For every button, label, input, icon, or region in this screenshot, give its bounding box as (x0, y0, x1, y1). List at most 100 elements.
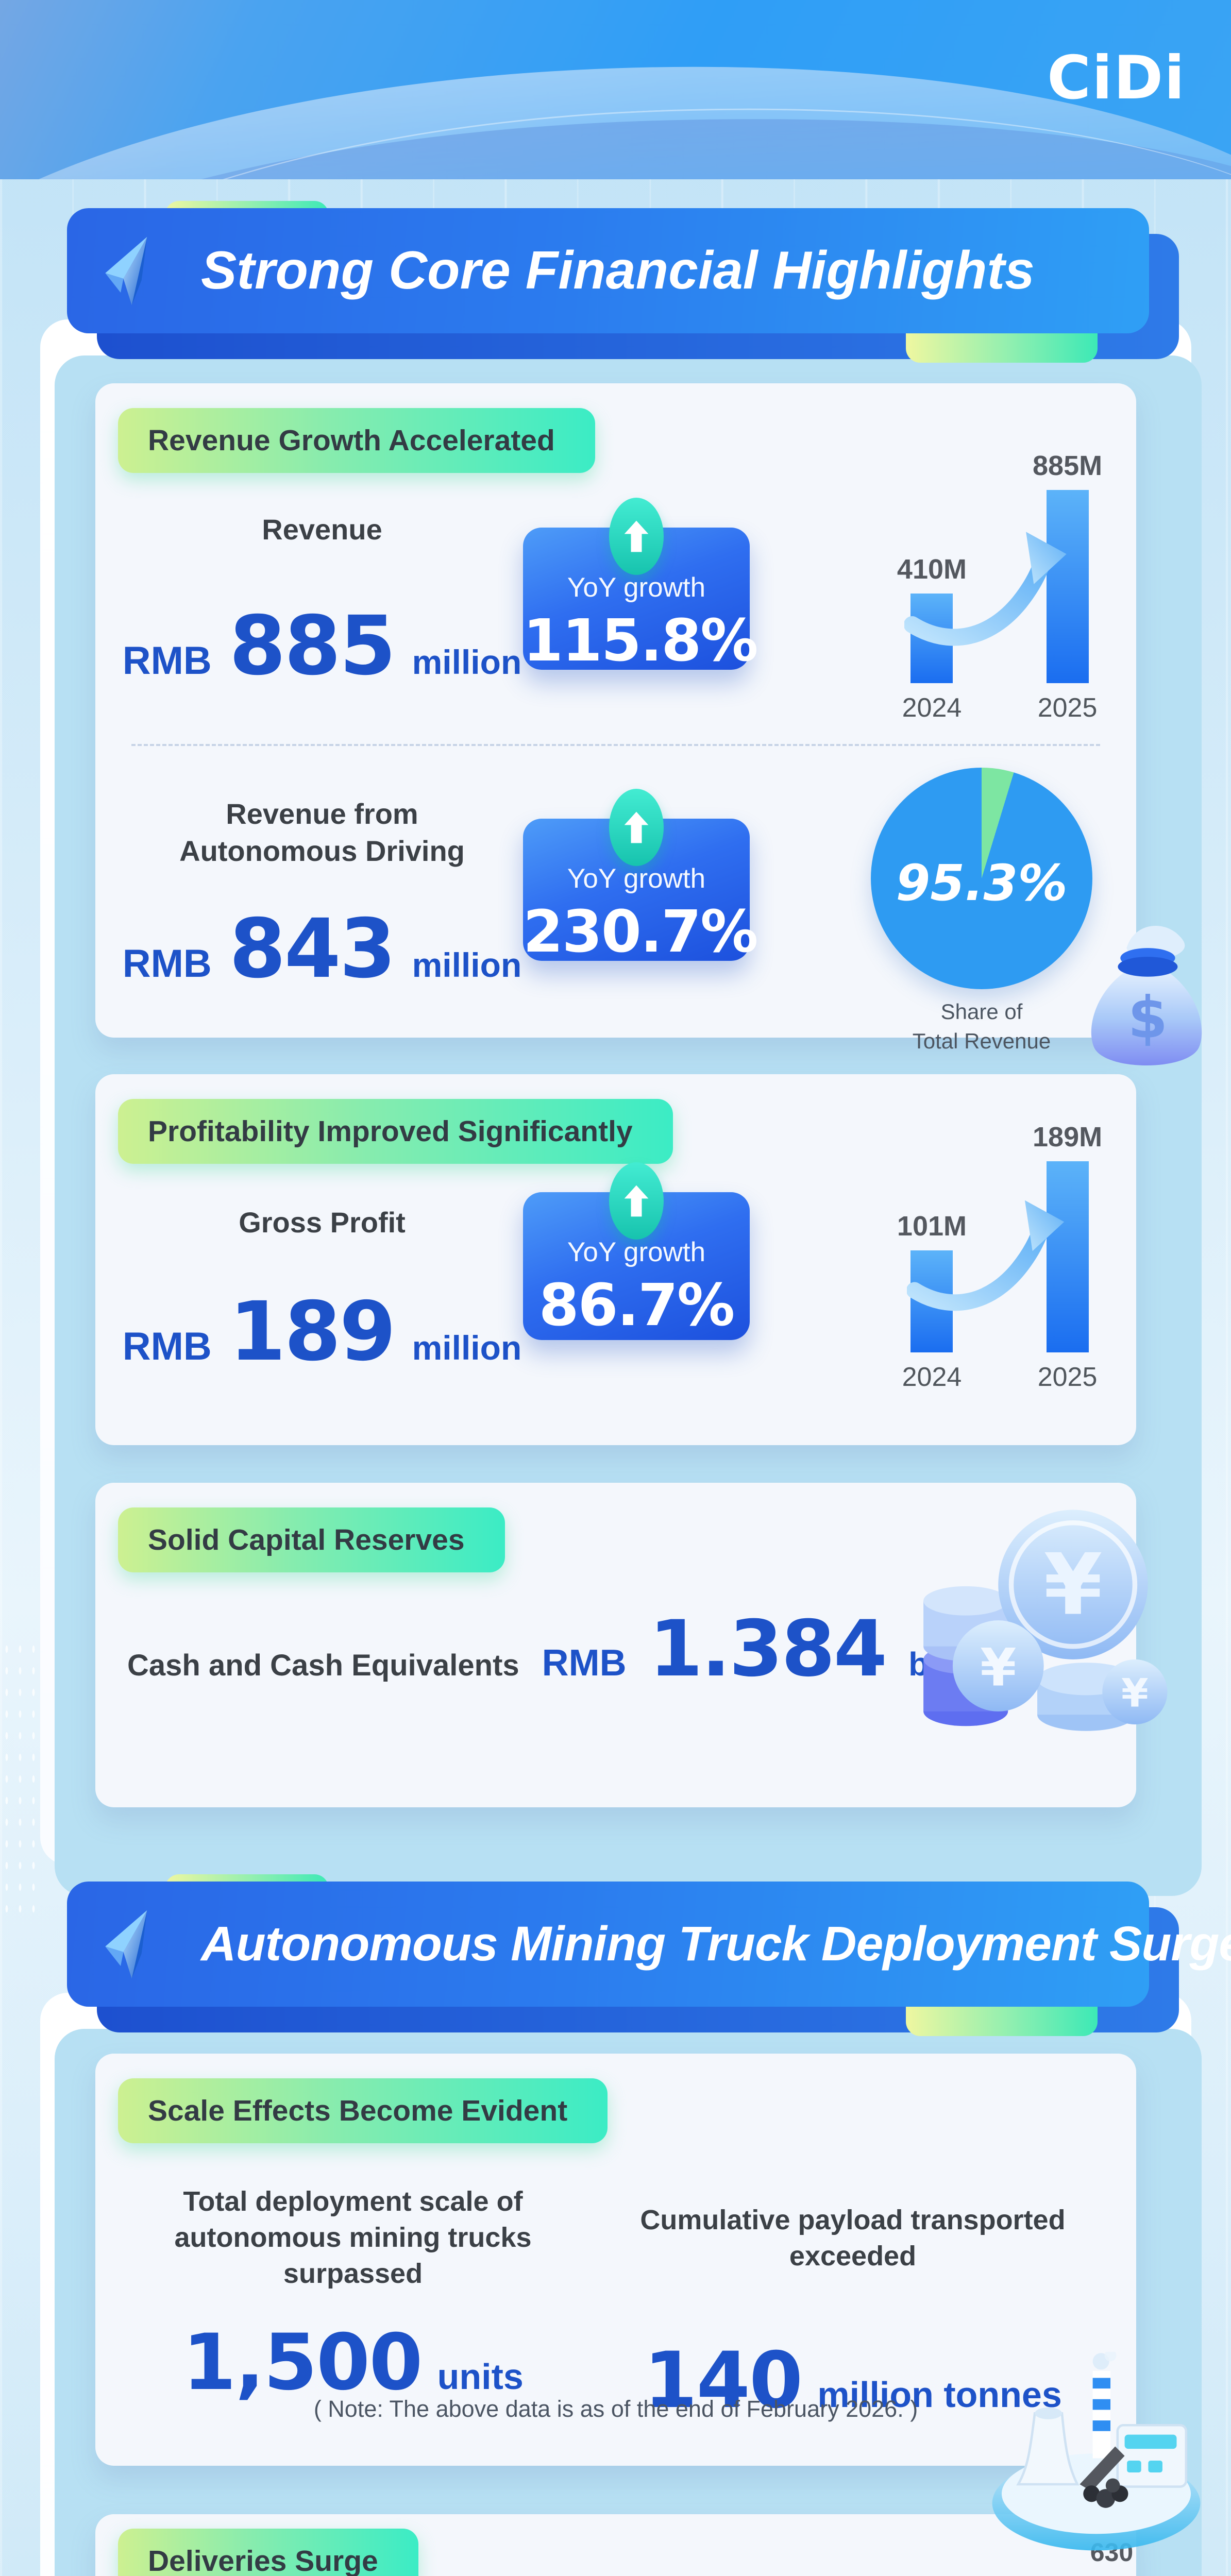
paper-plane-icon (105, 236, 147, 305)
auto-revenue-yoy-card: YoY growth 230.7% (523, 789, 758, 965)
cash-value: 1.384 (649, 1604, 887, 1694)
arrow-up-badge-icon (609, 1162, 664, 1240)
section1-panel: Revenue Growth Accelerated Revenue RMB 8… (40, 319, 1202, 1896)
bar-year-label: 2024 (902, 1362, 962, 1392)
delivery-growth-chart: 28 units/sets 2023 151 units/sets 2024 6… (533, 2538, 1133, 2576)
profit-pill: Profitability Improved Significantly (118, 1099, 673, 1164)
svg-text:¥: ¥ (980, 1637, 1016, 1698)
gross-profit-label-text: Gross Profit (239, 1206, 406, 1239)
arrow-up-badge-icon (609, 498, 664, 575)
factory-icon (992, 2352, 1201, 2551)
revenue-pill: Revenue Growth Accelerated (118, 408, 595, 473)
bar-2025 (1046, 490, 1089, 683)
pie-caption-line2: Total Revenue (912, 1028, 1051, 1053)
section1-title: Strong Core Financial Highlights (201, 241, 1035, 300)
deployment-scale-block: Total deployment scale of autonomous min… (137, 2183, 569, 2408)
payload-line1: Cumulative payload transported (640, 2205, 1066, 2235)
deployment-number: 1,500 (182, 2317, 423, 2408)
revenue-amount: RMB 885 million (123, 599, 522, 693)
cash-pill: Solid Capital Reserves (118, 1507, 505, 1572)
pie-caption: Share of Total Revenue (868, 997, 1095, 1056)
svg-text:¥: ¥ (1121, 1670, 1149, 1716)
yoy-growth-value: 86.7% (538, 1272, 735, 1339)
gross-profit-label: Gross Profit (131, 1204, 513, 1241)
section1-banner: Strong Core Financial Highlights (67, 201, 1179, 363)
payload-block: Cumulative payload transported exceeded … (611, 2202, 1095, 2426)
bar-value-label: 410M (897, 554, 967, 585)
bar-year-label: 2025 (1037, 693, 1098, 723)
bar-value-label: 885M (1033, 450, 1103, 481)
scale-pill: Scale Effects Become Evident (118, 2078, 608, 2143)
currency-label: RMB (122, 1325, 212, 1368)
svg-text:$: $ (1128, 985, 1168, 1052)
revenue-card: Revenue Growth Accelerated Revenue RMB 8… (95, 383, 1136, 1053)
svg-text:¥: ¥ (1043, 1536, 1102, 1634)
payload-number: 140 (644, 2336, 803, 2426)
yoy-growth-label: YoY growth (567, 572, 706, 603)
payload-value: 140 million tonnes (611, 2336, 1095, 2426)
currency-label: RMB (122, 942, 212, 986)
yoy-growth-label: YoY growth (567, 1237, 706, 1267)
profit-card: Profitability Improved Significantly Gro… (95, 1074, 1136, 1445)
cidi-logo: CiDi (1047, 43, 1186, 113)
coins-icon: ¥ ¥ ¥ (923, 1510, 1168, 1731)
revenue-unit: million (412, 643, 522, 681)
auto-revenue-unit: million (412, 946, 522, 984)
gross-profit-unit: million (412, 1329, 522, 1367)
auto-revenue-value: 843 (229, 902, 396, 996)
bar-year-label: 2024 (902, 693, 962, 723)
dashed-divider (131, 744, 1100, 746)
bar-2024 (910, 594, 953, 683)
section1-banner-bar: Strong Core Financial Highlights (67, 208, 1149, 333)
scale-effects-card: Scale Effects Become Evident Total deplo… (95, 2054, 1136, 2466)
currency-label: RMB (122, 639, 212, 683)
payload-unit: million tonnes (817, 2375, 1062, 2415)
currency-label: RMB (542, 1642, 627, 1684)
profit-bar-chart: 101M 2024 189M 2025 (858, 1094, 1141, 1403)
yoy-growth-value: 115.8% (523, 607, 758, 674)
deployment-unit: units (437, 2356, 524, 2397)
deliveries-pill: Deliveries Surge (118, 2529, 418, 2576)
bar-value-label: 101M (897, 1210, 967, 1242)
dot-pattern-top-left (0, 1638, 36, 1917)
bar-2025 (1046, 1161, 1089, 1352)
cash-row: Cash and Cash Equivalents RMB 1.384 bill… (127, 1604, 1006, 1694)
deployment-value: 1,500 units (137, 2318, 569, 2408)
bar-column-2025: 885M 2025 (1033, 450, 1102, 723)
bar-column-2025: 189M 2025 (1033, 1121, 1102, 1393)
gross-profit-value: 189 (229, 1284, 396, 1379)
auto-revenue-label: Revenue from Autonomous Driving (131, 795, 513, 869)
deployment-line3: surpassed (283, 2258, 423, 2290)
section2-banner: Autonomous Mining Truck Deployment Surge… (67, 1874, 1231, 2036)
auto-revenue-label-line2: Autonomous Driving (179, 834, 465, 867)
money-bag-icon: $ (1091, 925, 1202, 1065)
auto-revenue-label-line1: Revenue from (226, 798, 418, 830)
revenue-value: 885 (229, 599, 396, 693)
pie-caption-line1: Share of (940, 999, 1023, 1024)
section2-banner-bar: Autonomous Mining Truck Deployment Surge… (67, 1882, 1231, 2007)
deployment-line2: autonomous mining trucks (174, 2222, 532, 2253)
pie-graphic: 95.3% (871, 768, 1092, 989)
bar-column-2024: 410M 2024 (897, 553, 967, 723)
header-band: CiDi (0, 0, 1231, 179)
auto-revenue-amount: RMB 843 million (123, 902, 522, 996)
bar-year-label: 2025 (1037, 1362, 1098, 1392)
profit-yoy-card: YoY growth 86.7% (523, 1162, 750, 1340)
arrow-up-badge-icon (609, 789, 664, 866)
yoy-growth-value: 230.7% (523, 899, 758, 965)
revenue-label: Revenue (131, 511, 513, 548)
payload-line2: exceeded (789, 2241, 917, 2272)
pie-value-label: 95.3% (896, 854, 1068, 912)
revenue-yoy-card: YoY growth 115.8% (523, 498, 758, 674)
bar-column-2024: 101M 2024 (897, 1210, 967, 1393)
data-note: ( Note: The above data is as of the end … (313, 2396, 918, 2422)
section2-title: Autonomous Mining Truck Deployment Surge… (201, 1917, 1231, 1971)
yoy-growth-label: YoY growth (567, 863, 706, 894)
deployment-line1: Total deployment scale of (183, 2186, 523, 2217)
bar-value-label: 189M (1033, 1122, 1103, 1153)
gross-profit-amount: RMB 189 million (123, 1284, 522, 1379)
revenue-share-pie-chart: 95.3% Share of Total Revenue (868, 768, 1095, 1056)
revenue-bar-chart: 410M 2024 885M 2025 (858, 445, 1141, 734)
cash-label: Cash and Cash Equivalents (127, 1649, 519, 1682)
